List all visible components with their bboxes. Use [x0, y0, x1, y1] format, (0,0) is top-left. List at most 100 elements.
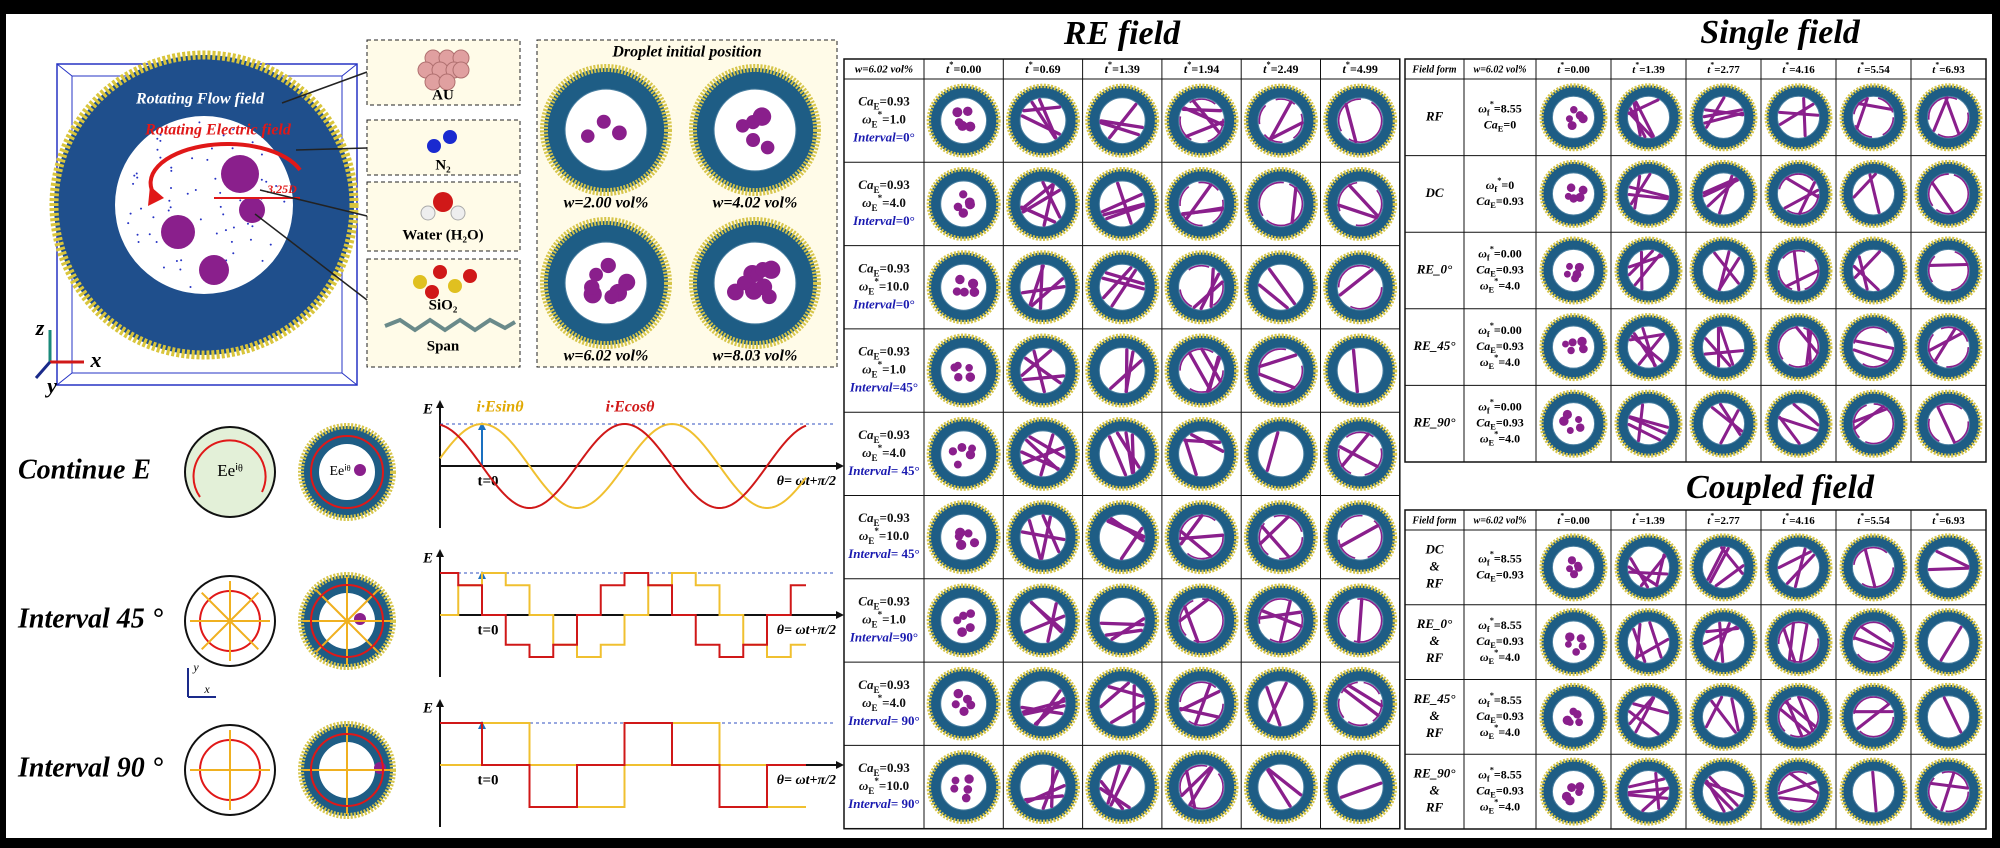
param-text: ωE*=4.0 — [1480, 723, 1520, 741]
droplet-blob — [1578, 185, 1588, 195]
snapshot — [1614, 682, 1683, 751]
param-sym: Ca — [858, 94, 874, 109]
param-text: t*=0.00 — [1557, 511, 1590, 526]
droplet-strand — [1338, 445, 1379, 469]
param-val: =0.00 — [1494, 323, 1522, 337]
param-sym: t — [1025, 62, 1029, 76]
droplet-core — [1178, 430, 1225, 478]
field-wave — [440, 572, 806, 658]
param-text: Interval=90° — [849, 629, 918, 644]
param-sub: E — [1490, 423, 1496, 432]
solvent-dot — [167, 209, 170, 212]
param-sup: * — [1029, 60, 1033, 69]
solvent-dot — [265, 180, 268, 183]
droplet-strand — [1130, 433, 1136, 474]
solvent-dot — [168, 199, 171, 202]
snapshot — [1323, 333, 1398, 408]
droplet-strand — [1339, 781, 1383, 799]
droplet-core — [1098, 513, 1146, 561]
droplet-core — [1851, 248, 1896, 293]
droplet-strand — [1855, 97, 1869, 130]
param-sym: t — [1105, 62, 1109, 76]
snapshot — [1764, 236, 1833, 305]
axis-label: y — [44, 373, 57, 398]
droplet-blob — [1578, 642, 1587, 651]
param-sub: E — [1490, 642, 1496, 651]
param-val: =90° — [893, 629, 919, 644]
droplet-strand — [1852, 348, 1889, 363]
droplet-core — [940, 97, 988, 145]
o-atom — [433, 192, 453, 212]
droplet-blob — [1566, 427, 1574, 434]
mini-axis-label: x — [203, 682, 210, 696]
droplet-strand — [1627, 98, 1660, 115]
molecule-label: SiO₂ — [429, 297, 458, 313]
param-val: =0.00 — [1564, 64, 1590, 76]
droplet-strand — [1028, 264, 1045, 306]
field-form: RE_90° — [1412, 766, 1456, 781]
solvent-dot — [170, 169, 173, 172]
field-form: RF — [1425, 800, 1444, 815]
snapshot — [1164, 333, 1239, 408]
solvent-dot — [249, 238, 252, 241]
param-sup: * — [1494, 649, 1498, 658]
silica-atom — [463, 269, 477, 283]
droplet-film — [1258, 98, 1304, 143]
droplet-blob — [1562, 409, 1572, 420]
param-sub: E — [873, 518, 879, 528]
snapshot — [926, 333, 1001, 408]
param-sub: E — [873, 268, 879, 278]
droplet-strand — [1627, 249, 1654, 277]
droplet-film — [1258, 598, 1304, 643]
droplet-core — [940, 680, 988, 728]
param-val: =4.0 — [1498, 278, 1520, 292]
droplet-strand — [1719, 409, 1740, 445]
param-val: =10.0 — [879, 778, 909, 793]
param-sym: ω — [862, 362, 871, 377]
droplet-blob — [963, 785, 973, 794]
droplet-blob — [953, 616, 962, 625]
field-form: DC — [1424, 541, 1443, 556]
snapshot — [1539, 389, 1608, 458]
param-text: ωE*=1.0 — [862, 610, 906, 630]
droplet-strand — [1717, 256, 1741, 292]
droplet-strand — [1648, 621, 1663, 659]
droplet-core — [713, 88, 797, 172]
field-form: RE_90° — [1412, 415, 1456, 430]
droplet-strand — [1107, 102, 1138, 140]
param-sup: * — [1490, 617, 1494, 626]
droplet-core — [1776, 620, 1821, 664]
droplet-strand — [1708, 546, 1730, 584]
field-form: RE_45° — [1412, 338, 1456, 353]
param-val: =0.93 — [880, 593, 911, 608]
droplet-film — [1777, 696, 1820, 738]
droplet-blob — [954, 373, 963, 382]
snapshot — [926, 250, 1001, 325]
droplet-strand — [1787, 621, 1796, 661]
molecule-label: Span — [427, 338, 460, 354]
solvent-dot — [230, 240, 233, 243]
param-val: =1.0 — [882, 611, 906, 626]
snapshot — [1323, 500, 1398, 575]
snapshot — [689, 63, 822, 197]
snapshot — [1243, 333, 1318, 408]
param-val: =8.55 — [1494, 551, 1522, 565]
param-sub: E — [1489, 439, 1495, 448]
droplet-blob — [1577, 336, 1587, 347]
droplet-strand — [1933, 327, 1957, 363]
param-text: ωf*=0.00 — [1478, 245, 1522, 263]
solvent-dot — [129, 212, 132, 215]
droplet-strand — [1792, 402, 1820, 427]
droplet-strand — [1258, 610, 1302, 620]
droplet-film — [1777, 173, 1820, 215]
droplet-strand — [1029, 601, 1064, 632]
droplet-strand — [1104, 628, 1143, 637]
field-form: & — [1429, 783, 1439, 798]
droplet-blob — [1565, 115, 1573, 123]
droplet-strand — [1714, 564, 1745, 588]
param-sub: E — [868, 536, 874, 546]
droplet-strand — [1627, 786, 1670, 795]
pointer — [295, 147, 368, 151]
droplet-strand — [1266, 681, 1288, 723]
box-edge — [341, 63, 358, 77]
